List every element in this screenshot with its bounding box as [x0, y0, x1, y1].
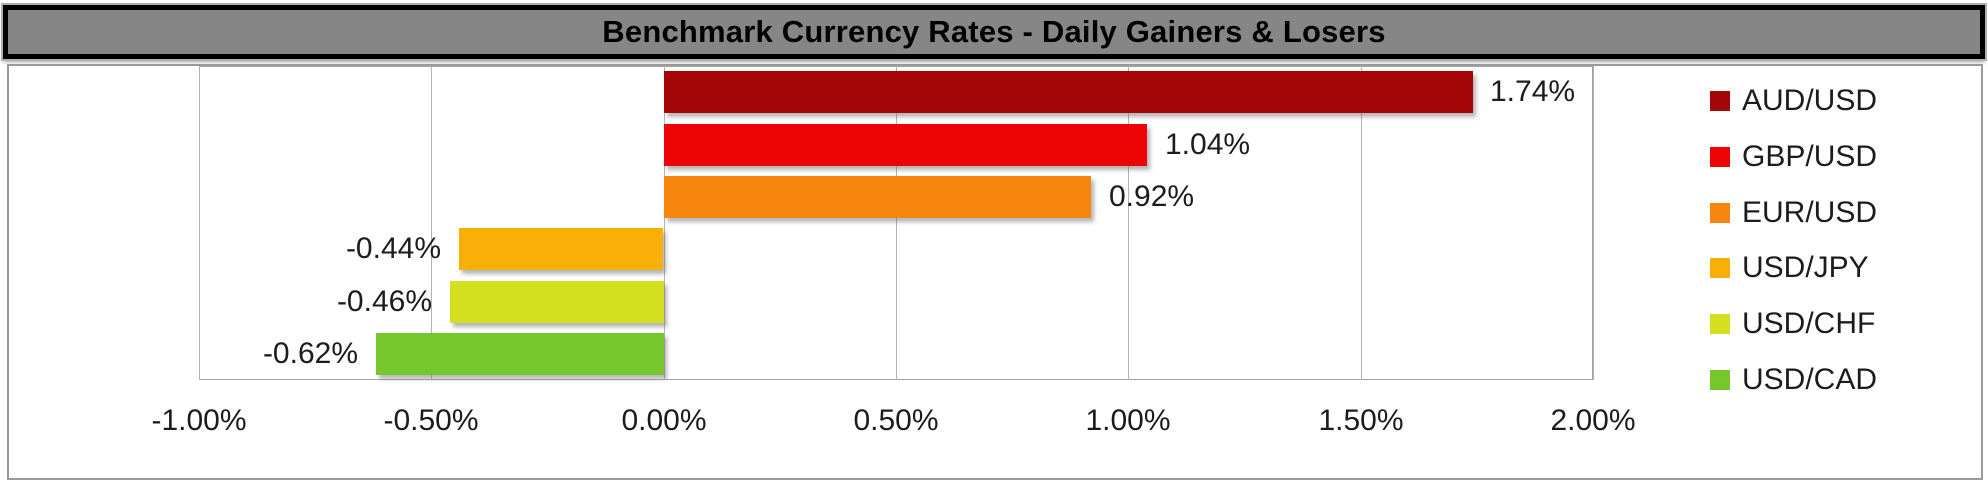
gridline: [664, 66, 665, 380]
legend-item-eur-usd: EUR/USD: [1710, 195, 1877, 231]
gridline: [1361, 66, 1362, 380]
legend-swatch-icon: [1710, 147, 1730, 167]
x-tick-label: 1.50%: [1318, 404, 1404, 437]
gridline: [199, 66, 200, 380]
bar-aud-usd: [664, 71, 1473, 113]
legend-item-usd-chf: USD/CHF: [1710, 306, 1875, 342]
legend-label: AUD/USD: [1742, 84, 1878, 117]
bar-value-label: -0.62%: [262, 337, 358, 370]
bar-gbp-usd: [664, 124, 1147, 166]
x-tick-label: 1.00%: [1085, 404, 1171, 437]
legend-label: EUR/USD: [1742, 196, 1878, 229]
legend-label: USD/CAD: [1742, 363, 1878, 396]
legend-swatch-icon: [1710, 314, 1730, 334]
gridline: [431, 66, 432, 380]
bar-usd-cad: [376, 333, 664, 375]
bar-value-label: 1.74%: [1490, 75, 1576, 108]
bar-value-label: -0.44%: [345, 232, 441, 265]
chart-title-bar: Benchmark Currency Rates - Daily Gainers…: [1, 3, 1987, 61]
bar-usd-jpy: [459, 228, 663, 270]
gridline: [1593, 66, 1594, 380]
legend-label: GBP/USD: [1742, 140, 1878, 173]
legend-swatch-icon: [1710, 258, 1730, 278]
gridline: [1128, 66, 1129, 380]
x-tick-label: 2.00%: [1550, 404, 1636, 437]
gridline: [896, 66, 897, 380]
bar-value-label: 0.92%: [1109, 180, 1195, 213]
x-tick-label: 0.50%: [853, 404, 939, 437]
x-tick-label: 0.00%: [621, 404, 707, 437]
legend-item-gbp-usd: GBP/USD: [1710, 139, 1877, 175]
legend-swatch-icon: [1710, 203, 1730, 223]
legend-item-aud-usd: AUD/USD: [1710, 83, 1877, 119]
bar-usd-chf: [450, 281, 664, 323]
chart-title: Benchmark Currency Rates - Daily Gainers…: [602, 14, 1386, 49]
x-tick-label: -1.00%: [151, 404, 247, 437]
legend-label: USD/CHF: [1742, 307, 1876, 340]
legend-item-usd-cad: USD/CAD: [1710, 362, 1877, 398]
bar-value-label: -0.46%: [336, 285, 432, 318]
legend-swatch-icon: [1710, 370, 1730, 390]
bar-value-label: 1.04%: [1165, 128, 1251, 161]
bar-eur-usd: [664, 176, 1091, 218]
x-tick-label: -0.50%: [383, 404, 479, 437]
legend-label: USD/JPY: [1742, 251, 1869, 284]
legend-swatch-icon: [1710, 91, 1730, 111]
legend-item-usd-jpy: USD/JPY: [1710, 250, 1869, 286]
